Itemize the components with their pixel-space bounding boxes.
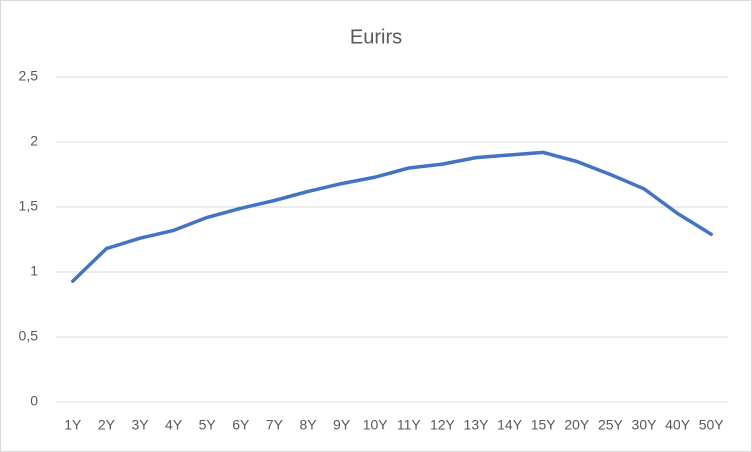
x-tick-label: 4Y xyxy=(165,417,183,433)
x-tick-label: 6Y xyxy=(232,417,250,433)
y-tick-label: 1,5 xyxy=(19,198,39,214)
x-tick-label: 40Y xyxy=(665,417,691,433)
x-tick-label: 8Y xyxy=(299,417,317,433)
chart-title: Eurirs xyxy=(350,26,402,48)
y-tick-label: 1 xyxy=(30,263,38,279)
line-series xyxy=(71,150,713,283)
x-tick-label: 15Y xyxy=(531,417,557,433)
x-tick-label: 9Y xyxy=(333,417,351,433)
x-tick-label: 25Y xyxy=(598,417,624,433)
y-tick-label: 0,5 xyxy=(19,328,39,344)
x-tick-label: 12Y xyxy=(430,417,456,433)
x-tick-label: 1Y xyxy=(64,417,82,433)
x-tick-label: 11Y xyxy=(397,417,422,433)
y-tick-label: 2,5 xyxy=(19,68,39,84)
x-tick-label: 20Y xyxy=(564,417,590,433)
x-tick-label: 7Y xyxy=(266,417,284,433)
x-tick-label: 10Y xyxy=(363,417,389,433)
x-tick-label: 2Y xyxy=(98,417,116,433)
x-tick-label: 13Y xyxy=(464,417,490,433)
y-tick-label: 2 xyxy=(30,133,38,149)
x-tick-label: 3Y xyxy=(131,417,149,433)
x-tick-label: 50Y xyxy=(699,417,725,433)
x-tick-label: 5Y xyxy=(199,417,217,433)
x-tick-label: 30Y xyxy=(632,417,658,433)
x-tick-label: 14Y xyxy=(497,417,523,433)
y-tick-label: 0 xyxy=(30,393,38,409)
